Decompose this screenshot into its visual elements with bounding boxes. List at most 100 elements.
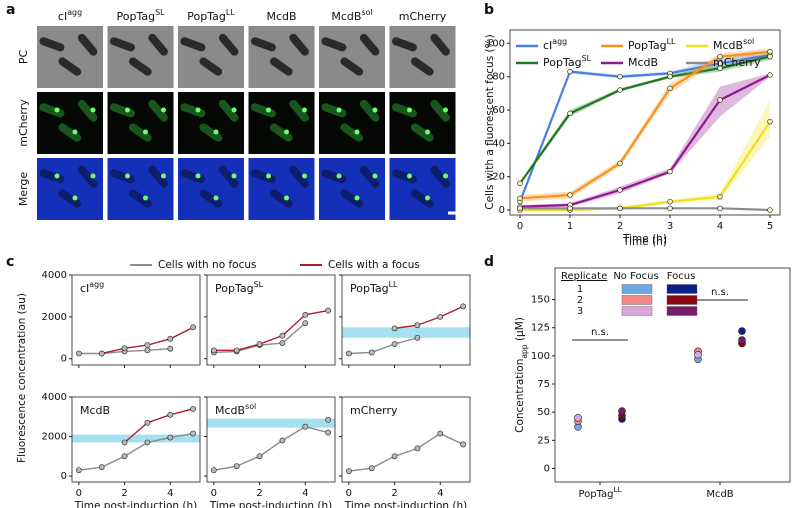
data-point <box>75 467 82 474</box>
column-label-base: PopTag <box>116 10 155 23</box>
cell <box>410 57 434 76</box>
data-point <box>368 349 375 356</box>
data-point <box>617 73 623 80</box>
x-tick-label: 4 <box>437 488 443 499</box>
data-point <box>767 72 773 78</box>
y-axis-label: Concentrationapp (µM) <box>514 317 529 433</box>
data-point <box>517 195 523 202</box>
y-tick-label: 125 <box>531 323 550 334</box>
data-point <box>391 325 398 332</box>
legend-swatch <box>621 295 653 305</box>
panel-label: a <box>6 2 15 18</box>
cell <box>109 103 135 118</box>
micrograph-image <box>319 26 385 88</box>
subplot-title-base: PopTag <box>350 282 389 295</box>
x-tick-label-sup: LL <box>614 485 622 494</box>
cell <box>430 165 450 188</box>
x-tick-label-base: PopTag <box>578 489 613 500</box>
legend-label-base: PopTag <box>628 39 667 52</box>
legend-row: 2 <box>577 295 583 306</box>
cell <box>199 123 223 142</box>
cell <box>58 189 82 208</box>
data-point <box>302 423 309 430</box>
x-tick-label-base: McdB <box>706 489 733 500</box>
column-label: PopTagSL <box>116 8 165 23</box>
column-label: mCherry <box>399 10 447 23</box>
focus-spot <box>284 195 289 201</box>
cell <box>430 99 450 122</box>
cell <box>359 33 380 56</box>
data-point <box>325 416 332 423</box>
x-axis-label: Time post-induction (h) <box>209 500 332 508</box>
micrograph-image <box>107 26 174 88</box>
data-point <box>460 303 467 310</box>
data-point <box>121 453 128 460</box>
data-point <box>256 341 263 347</box>
x-tick-label: 2 <box>617 221 623 232</box>
y-tick-label: 25 <box>537 435 550 446</box>
focus-spot <box>266 173 271 179</box>
series-line <box>519 55 771 184</box>
column-label-base: cI <box>58 10 67 23</box>
cell <box>58 57 82 76</box>
series-line <box>518 53 771 203</box>
legend-column: Focus <box>667 271 696 282</box>
cell <box>269 189 293 208</box>
y-tick-label: 20 <box>492 172 505 183</box>
x-tick-label: 4 <box>717 221 723 232</box>
data-point <box>617 187 623 193</box>
y-tick-label: 150 <box>531 295 550 306</box>
data-point <box>617 160 623 167</box>
subplot-title-sup: agg <box>89 280 104 289</box>
y-axis-label-sub: app <box>520 344 529 358</box>
micrograph-image <box>107 92 174 154</box>
legend-label-sup: LL <box>667 37 676 46</box>
focus-spot <box>372 173 378 179</box>
replicate-mean <box>694 350 702 359</box>
data-point <box>368 465 375 472</box>
subplot-title: mCherry <box>350 404 398 417</box>
plot-frame <box>206 396 336 483</box>
cell <box>340 57 364 76</box>
x-axis-label: Time post-induction (h) <box>344 500 467 508</box>
subplot-title-base: mCherry <box>350 404 398 417</box>
data-point <box>279 437 286 444</box>
data-point <box>667 73 673 80</box>
cell <box>269 57 293 76</box>
micrograph-image <box>37 26 103 88</box>
focus-spot <box>195 173 201 179</box>
legend-label: PopTagLL <box>628 37 676 52</box>
x-tick-label: 4 <box>167 488 173 499</box>
column-label-base: PopTag <box>187 10 226 23</box>
y-tick-label: 100 <box>486 38 505 49</box>
data-point <box>617 87 623 93</box>
focus-spot <box>425 129 430 135</box>
column-label: PopTagLL <box>187 8 235 23</box>
micrograph-image <box>248 158 315 220</box>
series-line <box>519 74 771 208</box>
data-point <box>167 345 174 352</box>
column-label: McdBsol <box>331 8 372 23</box>
y-axis-label: Fluorescence concentration (au) <box>16 293 28 463</box>
cell <box>340 189 364 208</box>
y-tick-label: 60 <box>492 105 505 116</box>
focus-spot <box>72 195 78 201</box>
data-point <box>717 65 723 72</box>
subplot-title-sup: LL <box>389 280 398 289</box>
cell <box>218 99 239 122</box>
confidence-band <box>520 73 770 209</box>
legend-label-sup: sol <box>743 37 754 46</box>
micrograph-image <box>178 158 244 220</box>
data-point <box>144 347 151 354</box>
x-tick-label: 0 <box>517 221 523 232</box>
plot-frame <box>71 274 201 366</box>
cell <box>77 33 98 56</box>
data-point <box>144 439 151 446</box>
legend-label-base: cI <box>543 39 552 52</box>
y-tick-label: 80 <box>492 72 505 83</box>
cell <box>289 99 309 122</box>
cell <box>39 37 65 52</box>
focus-spot <box>213 195 219 201</box>
data-point <box>391 453 398 460</box>
series-line <box>348 432 464 472</box>
